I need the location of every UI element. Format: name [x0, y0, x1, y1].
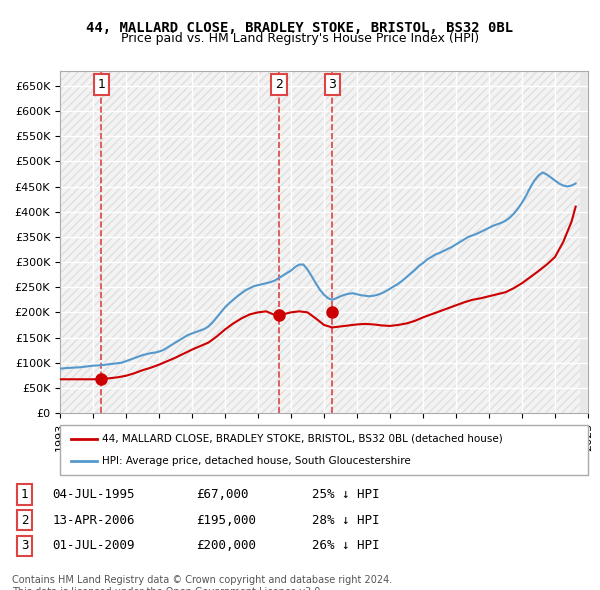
Text: 1: 1 — [97, 78, 105, 91]
Text: 3: 3 — [21, 539, 28, 552]
Text: 2: 2 — [275, 78, 283, 91]
Text: HPI: Average price, detached house, South Gloucestershire: HPI: Average price, detached house, Sout… — [102, 456, 411, 466]
Text: £67,000: £67,000 — [196, 488, 249, 501]
FancyBboxPatch shape — [60, 425, 588, 475]
Text: 04-JUL-1995: 04-JUL-1995 — [52, 488, 135, 501]
Text: 44, MALLARD CLOSE, BRADLEY STOKE, BRISTOL, BS32 0BL: 44, MALLARD CLOSE, BRADLEY STOKE, BRISTO… — [86, 21, 514, 35]
Text: 28% ↓ HPI: 28% ↓ HPI — [311, 514, 379, 527]
Text: 2: 2 — [21, 514, 28, 527]
Text: 26% ↓ HPI: 26% ↓ HPI — [311, 539, 379, 552]
Text: 01-JUL-2009: 01-JUL-2009 — [52, 539, 135, 552]
Text: 1: 1 — [21, 488, 28, 501]
Text: 25% ↓ HPI: 25% ↓ HPI — [311, 488, 379, 501]
Text: 13-APR-2006: 13-APR-2006 — [52, 514, 135, 527]
Text: £200,000: £200,000 — [196, 539, 256, 552]
Text: Contains HM Land Registry data © Crown copyright and database right 2024.
This d: Contains HM Land Registry data © Crown c… — [12, 575, 392, 590]
Text: £195,000: £195,000 — [196, 514, 256, 527]
Text: Price paid vs. HM Land Registry's House Price Index (HPI): Price paid vs. HM Land Registry's House … — [121, 32, 479, 45]
Text: 44, MALLARD CLOSE, BRADLEY STOKE, BRISTOL, BS32 0BL (detached house): 44, MALLARD CLOSE, BRADLEY STOKE, BRISTO… — [102, 434, 503, 444]
Text: 3: 3 — [328, 78, 336, 91]
